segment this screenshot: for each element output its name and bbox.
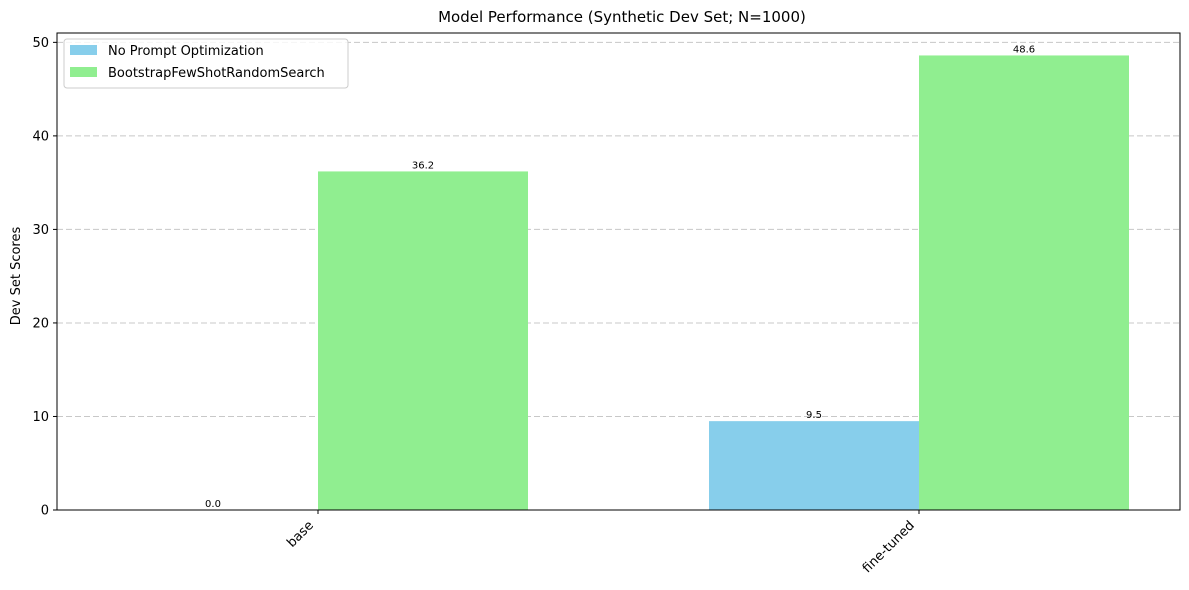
legend-entry: BootstrapFewShotRandomSearch — [108, 66, 325, 81]
x-tick-label: fine-tuned — [860, 518, 918, 576]
legend: No Prompt Optimization BootstrapFewShotRa… — [63, 38, 349, 89]
y-tick-label: 0 — [41, 504, 49, 519]
x-axis-ticks: base fine-tuned — [284, 510, 920, 576]
y-tick-label: 40 — [32, 129, 49, 144]
y-tick-label: 50 — [32, 36, 49, 51]
x-tick-label: base — [284, 518, 317, 551]
legend-entry: No Prompt Optimization — [108, 44, 264, 59]
legend-box — [63, 38, 349, 89]
bar — [318, 171, 528, 510]
data-label: 9.5 — [806, 410, 822, 421]
y-tick-label: 20 — [32, 316, 49, 331]
y-axis-ticks: 0 10 20 30 40 50 — [32, 36, 57, 519]
legend-swatch — [70, 45, 97, 55]
bar — [709, 421, 919, 510]
bars — [318, 55, 1129, 511]
data-labels: 0.0 9.5 36.2 48.6 — [205, 44, 1035, 510]
legend-swatch — [70, 67, 97, 77]
data-label: 0.0 — [205, 499, 221, 510]
y-tick-label: 30 — [32, 223, 49, 238]
y-tick-label: 10 — [32, 410, 49, 425]
data-label: 36.2 — [412, 160, 434, 171]
plot-frame — [56, 32, 1181, 511]
y-axis-label: Dev Set Scores — [9, 227, 24, 326]
bar — [919, 55, 1129, 511]
chart-title: Model Performance (Synthetic Dev Set; N=… — [438, 8, 806, 26]
data-label: 48.6 — [1013, 44, 1035, 55]
gridlines — [57, 41, 1180, 417]
